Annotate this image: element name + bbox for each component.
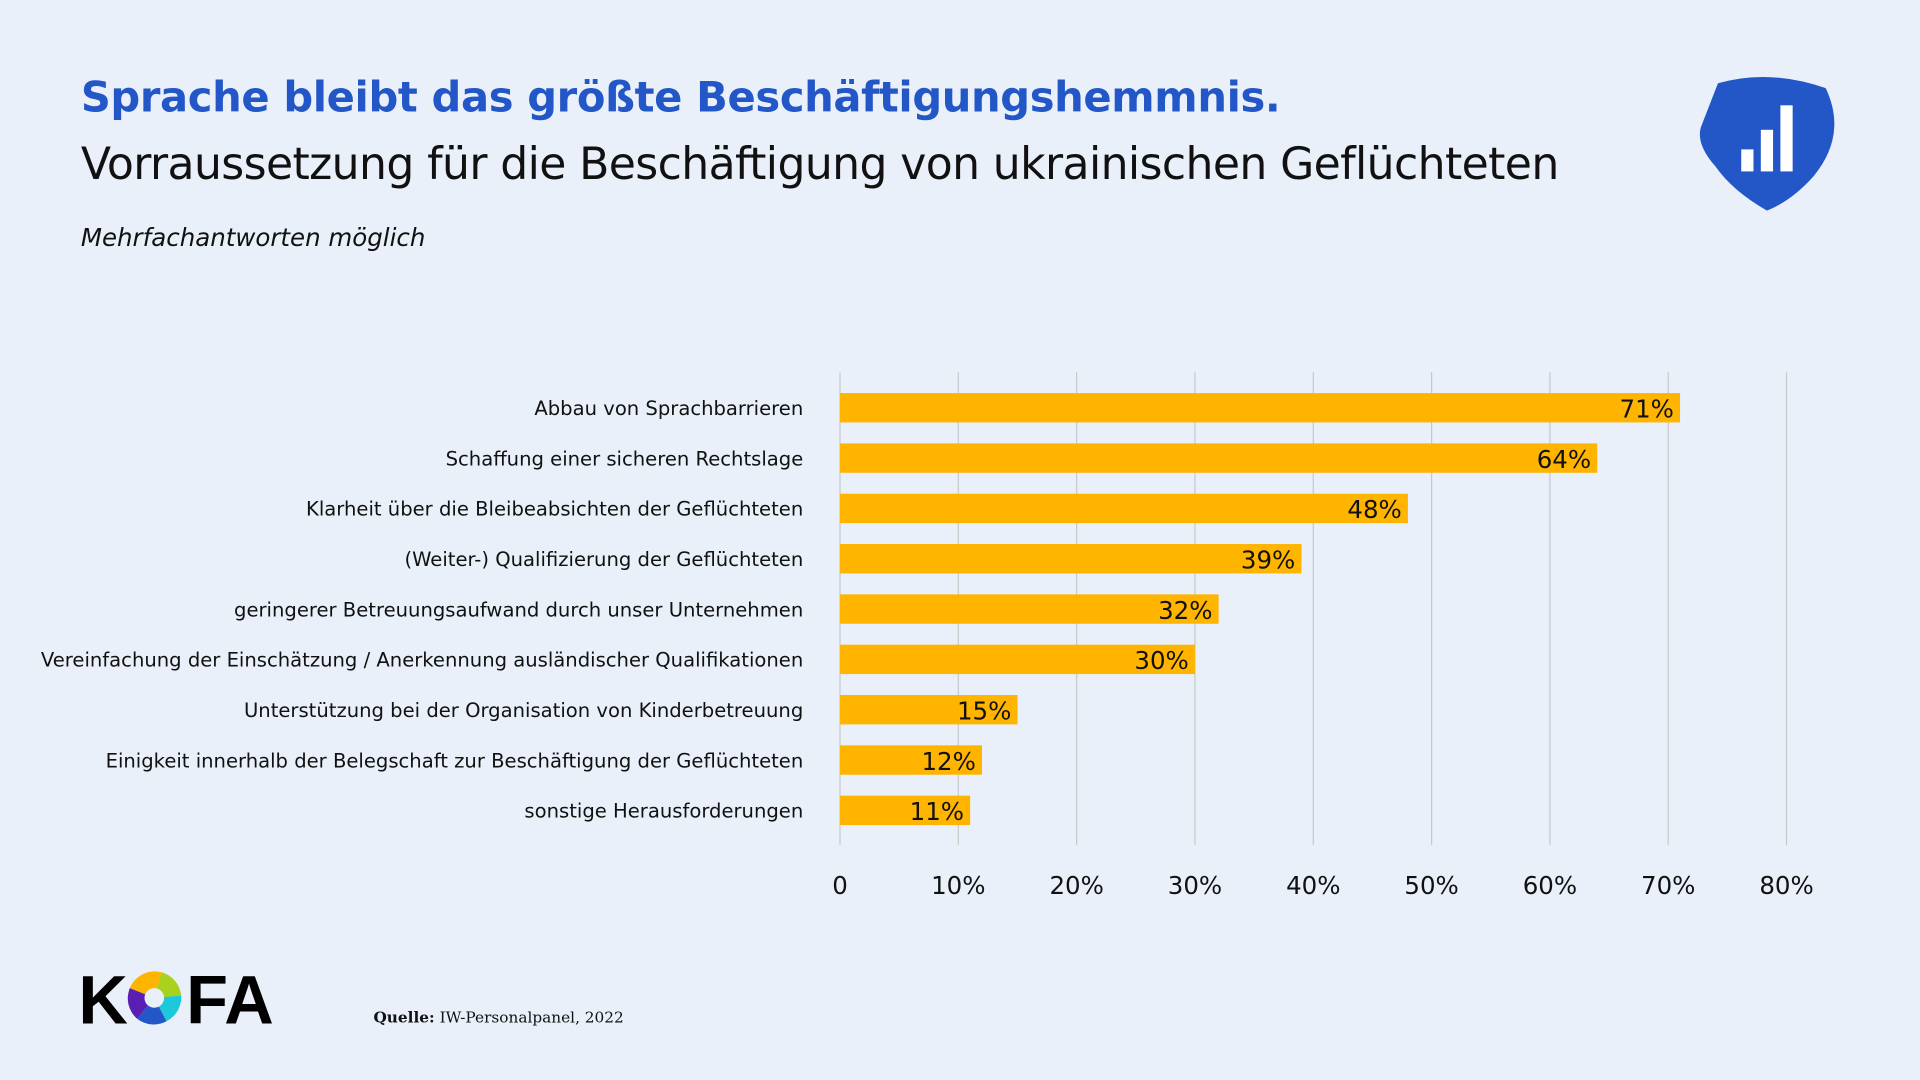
data-label: 15%: [957, 697, 1011, 726]
source-text: IW-Personalpanel, 2022: [439, 1007, 624, 1027]
x-tick-label: 30%: [1168, 871, 1222, 900]
x-tick-label: 50%: [1404, 871, 1458, 900]
data-label: 71%: [1620, 395, 1674, 424]
x-tick-label: 20%: [1049, 871, 1103, 900]
chart-badge-icon: [1699, 76, 1835, 211]
x-tick-label: 10%: [931, 871, 985, 900]
kofa-logo: K FA: [78, 965, 274, 1029]
x-tick-label: 0: [832, 871, 848, 900]
x-tick-label: 70%: [1641, 871, 1695, 900]
chart-note: Mehrfachantworten möglich: [80, 222, 426, 253]
bar: [840, 795, 971, 826]
category-label: (Weiter-) Qualifizierung der Geflüchtete…: [404, 548, 803, 571]
data-label: 48%: [1347, 495, 1401, 524]
bar: [840, 644, 1195, 675]
svg-text:FA: FA: [186, 965, 274, 1029]
bar: [840, 393, 1681, 423]
category-label: sonstige Herausforderungen: [524, 800, 803, 823]
data-label: 64%: [1537, 445, 1591, 474]
bar-chart: 0 10% 20% 30% 40% 50% 60% 70% 80% Abbau von Sprac…: [41, 372, 1814, 900]
bar: [840, 594, 1219, 624]
bar: [840, 745, 982, 775]
svg-text:K: K: [78, 965, 128, 1029]
data-label: 32%: [1158, 596, 1212, 625]
data-label: 11%: [910, 797, 964, 826]
category-label: Einigkeit innerhalb der Belegschaft zur …: [106, 749, 804, 772]
x-tick-label: 80%: [1759, 871, 1813, 900]
data-label: 12%: [921, 747, 975, 776]
bar: [840, 544, 1302, 574]
bar: [840, 695, 1018, 725]
chart-subtitle: Vorraussetzung für die Beschäftigung von…: [80, 139, 1559, 190]
bar: [840, 493, 1408, 524]
category-label: Vereinfachung der Einschätzung / Anerken…: [41, 649, 803, 672]
category-label: Abbau von Sprachbarrieren: [534, 397, 803, 420]
category-label: Klarheit über die Bleibeabsichten der Ge…: [306, 498, 803, 521]
source-note: Quelle: IW-Personalpanel, 2022: [373, 1008, 623, 1026]
category-label: geringerer Betreuungsaufwand durch unser…: [234, 598, 803, 621]
source-label: Quelle:: [373, 1007, 435, 1027]
category-label: Schaffung einer sicheren Rechtslage: [446, 447, 804, 470]
data-label: 39%: [1241, 546, 1295, 575]
x-tick-label: 40%: [1286, 871, 1340, 900]
chart-title: Sprache bleibt das größte Beschäftigungs…: [80, 73, 1281, 123]
data-label: 30%: [1134, 646, 1188, 675]
category-label: Unterstützung bei der Organisation von K…: [244, 699, 803, 722]
bar: [840, 443, 1598, 473]
x-tick-label: 60%: [1523, 871, 1577, 900]
